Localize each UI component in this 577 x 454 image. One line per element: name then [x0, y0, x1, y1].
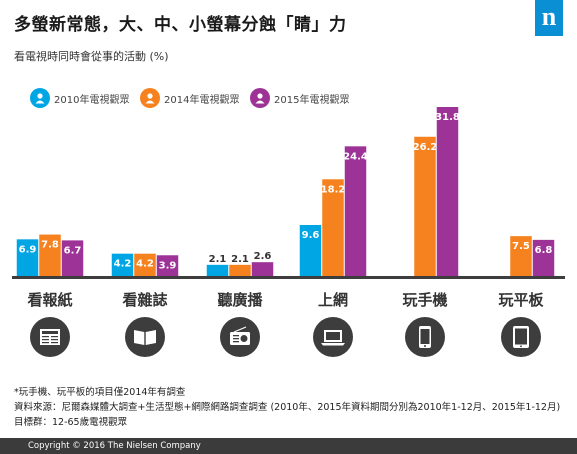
nielsen-logo: n: [535, 0, 563, 36]
bar-4-1: [414, 136, 436, 276]
category-label-newspaper: 看報紙: [27, 291, 73, 309]
data-label-4-2: 31.8: [435, 112, 460, 123]
bar-3-0: [299, 224, 322, 276]
bar-2-2: [251, 262, 274, 276]
data-label-3-0: 9.6: [302, 230, 320, 241]
bar-5-2: [532, 239, 555, 276]
book-icon: [125, 317, 165, 357]
legend-label-2015: 2015年電視觀眾: [274, 94, 350, 106]
category-label-phone: 玩手機: [402, 291, 448, 309]
data-label-1-0: 4.2: [114, 259, 132, 270]
data-label-0-2: 6.7: [64, 245, 82, 256]
data-label-1-2: 3.9: [159, 260, 177, 271]
data-label-2-2: 2.6: [254, 251, 272, 262]
bar-0-2: [61, 240, 84, 276]
data-label-0-1: 7.8: [41, 240, 59, 251]
legend-item-2015: 2015年電視觀眾: [250, 88, 349, 108]
copyright-footer: Copyright © 2016 The Nielsen Company: [0, 438, 577, 454]
bar-4-2: [436, 107, 459, 277]
person-icon: [30, 88, 50, 108]
bar-3-2: [344, 146, 367, 276]
radio-icon: [220, 317, 260, 357]
legend-item-2010: 2010年電視觀眾: [30, 88, 129, 108]
bar-0-1: [39, 234, 61, 276]
footnote-source: 資料來源：尼爾森媒體大調查+生活型態+網際網路調查調查 (2010年、2015年…: [14, 402, 561, 413]
page-title: 多螢新常態，大、中、小螢幕分蝕「睛」力: [14, 15, 347, 35]
newspaper-icon: [30, 317, 70, 357]
category-label-radio: 聽廣播: [217, 291, 263, 309]
bar-3-1: [322, 179, 344, 276]
legend-label-2014: 2014年電視觀眾: [164, 94, 240, 106]
bar-5-1: [510, 236, 532, 276]
data-label-2-0: 2.1: [209, 254, 227, 265]
data-label-3-2: 24.4: [343, 151, 368, 162]
data-label-4-1: 26.2: [413, 142, 438, 153]
data-label-1-1: 4.2: [136, 259, 154, 270]
footnote-target: 目標群：12-65歲電視觀眾: [14, 417, 128, 428]
bar-1-1: [134, 253, 156, 276]
person-icon: [250, 88, 270, 108]
legend-item-2014: 2014年電視觀眾: [140, 88, 239, 108]
footnotes: *玩手機、玩平板的項目僅2014年有調查 資料來源：尼爾森媒體大調查+生活型態+…: [14, 385, 560, 430]
data-label-3-1: 18.2: [321, 184, 346, 195]
bar-2-1: [229, 264, 251, 276]
category-label-tablet: 玩平板: [498, 291, 544, 309]
bar-chart: 6.9 7.8 6.7 4.2 4.2 3.9 2.1 2.1 2.6 9.6 18.2 24.4 26…: [12, 107, 565, 279]
chart-subtitle: 看電視時同時會從事的活動 (%): [14, 50, 169, 63]
category-label-magazine: 看雜誌: [122, 291, 168, 309]
legend-label-2010: 2010年電視觀眾: [54, 94, 130, 106]
data-label-2-1: 2.1: [231, 254, 249, 265]
bar-0-0: [16, 239, 39, 276]
data-label-5-2: 6.8: [535, 245, 553, 256]
bar-1-2: [156, 255, 179, 276]
data-label-5-1: 7.5: [512, 241, 530, 252]
data-label-0-0: 6.9: [19, 244, 37, 255]
bar-1-0: [111, 253, 134, 276]
smartphone-icon: [405, 317, 445, 357]
person-icon: [140, 88, 160, 108]
bar-2-0: [206, 264, 229, 276]
tablet-icon: [501, 317, 541, 357]
laptop-icon: [313, 317, 353, 357]
footnote-survey: *玩手機、玩平板的項目僅2014年有調查: [14, 387, 186, 398]
category-label-internet: 上網: [317, 291, 348, 309]
